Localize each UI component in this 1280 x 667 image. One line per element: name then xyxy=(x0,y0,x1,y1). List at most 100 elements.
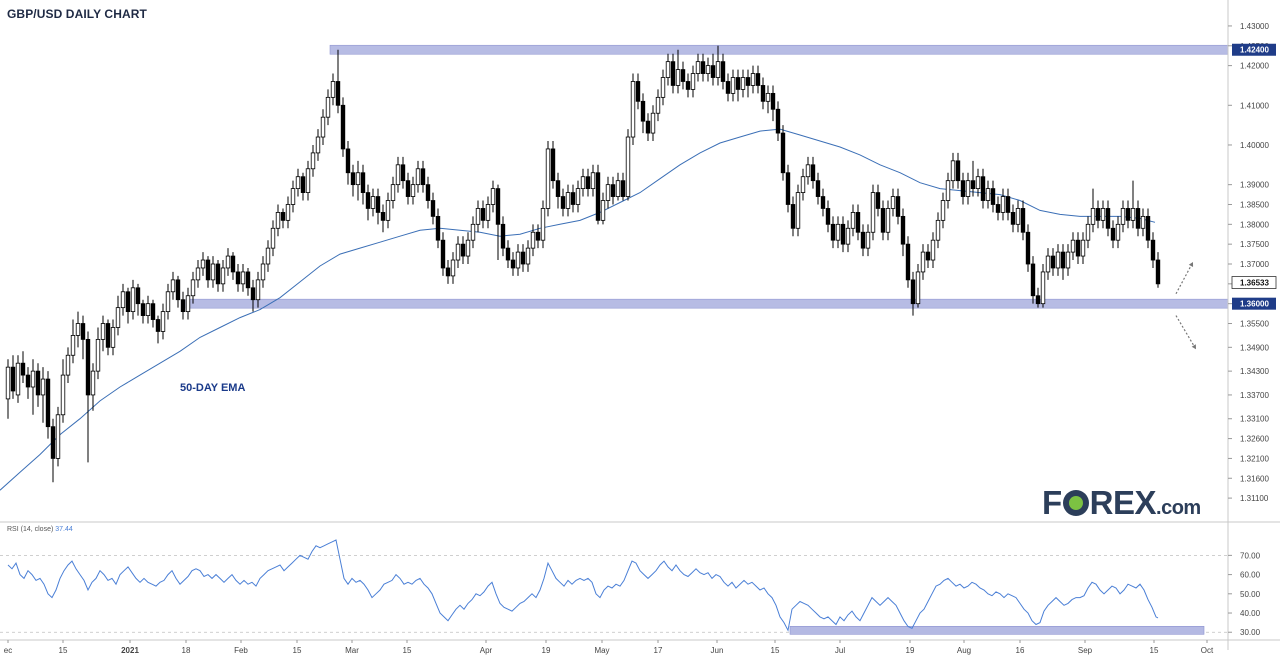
candle-up xyxy=(580,176,586,190)
candle-up xyxy=(370,196,376,209)
candle-down xyxy=(445,267,451,277)
rsi-tick-label: 70.00 xyxy=(1240,551,1261,560)
candle-down xyxy=(340,104,346,150)
time-tick-label: 15 xyxy=(403,646,412,655)
candle-down xyxy=(560,196,566,209)
candle-up xyxy=(1040,271,1046,305)
rsi-tick-label: 40.00 xyxy=(1240,609,1261,618)
candle-down xyxy=(155,319,161,332)
price-tick-label: 1.35500 xyxy=(1240,320,1269,329)
candle-down xyxy=(645,120,651,134)
candle-up xyxy=(565,192,571,209)
candle-up xyxy=(305,168,311,193)
candle-down xyxy=(1155,259,1161,285)
candle-down xyxy=(280,212,286,221)
candle-down xyxy=(830,223,836,241)
candle-down xyxy=(700,61,706,74)
candle-down xyxy=(745,77,751,86)
time-tick-label: 16 xyxy=(1016,646,1025,655)
price-tick-label: 1.32600 xyxy=(1240,435,1269,444)
candle-up xyxy=(515,251,521,269)
time-tick-label: Feb xyxy=(234,646,248,655)
candle-up xyxy=(1140,215,1146,229)
candle-up xyxy=(675,69,681,86)
rsi-tick-label: 30.00 xyxy=(1240,628,1261,637)
candle-down xyxy=(570,192,576,205)
bullish-projection-arrow-head xyxy=(1188,262,1194,268)
price-tick-label: 1.37500 xyxy=(1240,240,1269,249)
candle-down xyxy=(50,426,56,459)
price-tag-label: 1.36533 xyxy=(1240,279,1269,288)
candle-up xyxy=(985,188,991,201)
candle-up xyxy=(650,112,656,134)
candle-up xyxy=(30,370,36,388)
candle-down xyxy=(970,180,976,190)
price-tag-bg xyxy=(1232,297,1276,310)
candle-up xyxy=(355,172,361,186)
rsi-oversold-zone xyxy=(789,626,1205,635)
candle-down xyxy=(680,69,686,82)
candle-down xyxy=(990,188,996,205)
candle-up xyxy=(920,251,926,273)
candle-up xyxy=(5,366,11,400)
price-tick-label: 1.34900 xyxy=(1240,343,1269,352)
candle-up xyxy=(935,219,941,241)
time-tick-label: Oct xyxy=(1201,646,1214,655)
candle-down xyxy=(900,215,906,245)
candle-down xyxy=(855,212,861,233)
candle-up xyxy=(1100,208,1106,221)
candle-down xyxy=(610,184,616,197)
support-zone xyxy=(185,298,1229,309)
candle-up xyxy=(315,136,321,154)
candle-down xyxy=(815,180,821,197)
candle-up xyxy=(525,247,531,265)
candle-up xyxy=(945,180,951,201)
candle-down xyxy=(175,279,181,301)
candle-down xyxy=(1075,239,1081,257)
candle-down xyxy=(335,81,341,106)
candle-up xyxy=(275,212,281,229)
candle-down xyxy=(670,61,676,86)
candle-down xyxy=(430,200,436,217)
candle-up xyxy=(850,212,856,229)
rsi-line xyxy=(7,539,1159,632)
candle-up xyxy=(730,77,736,94)
logo-prefix: F xyxy=(1042,484,1062,521)
candle-down xyxy=(45,378,51,428)
candle-down xyxy=(405,180,411,197)
resistance-zone xyxy=(329,44,1229,55)
candle-down xyxy=(245,271,251,289)
time-tick-label: Mar xyxy=(345,646,359,655)
candle-up xyxy=(220,267,226,285)
candle-down xyxy=(85,338,91,396)
rsi-label-text: RSI (14, close) xyxy=(7,526,54,533)
candle-up xyxy=(575,188,581,205)
candle-down xyxy=(400,164,406,182)
candle-up xyxy=(95,338,101,372)
candle-down xyxy=(720,61,726,82)
candle-down xyxy=(980,176,986,201)
candle-up xyxy=(40,378,46,396)
candle-down xyxy=(1025,231,1031,265)
candle-down xyxy=(135,287,141,305)
candle-down xyxy=(440,239,446,269)
price-tick-label: 1.32100 xyxy=(1240,454,1269,463)
rsi-current-value: 37.44 xyxy=(55,526,73,533)
candle-up xyxy=(885,208,891,233)
candle-up xyxy=(110,327,116,348)
candle-up xyxy=(65,354,71,376)
candle-down xyxy=(365,192,371,209)
candle-up xyxy=(185,295,191,313)
candle-up xyxy=(475,208,481,225)
candle-down xyxy=(685,81,691,90)
candle-down xyxy=(1150,239,1156,261)
candle-down xyxy=(460,243,466,257)
candle-up xyxy=(395,164,401,186)
candle-up xyxy=(310,152,316,170)
time-tick-label: 18 xyxy=(182,646,191,655)
time-tick-label: Jul xyxy=(835,646,845,655)
price-tick-label: 1.34300 xyxy=(1240,367,1269,376)
time-tick-label: 15 xyxy=(1150,646,1159,655)
